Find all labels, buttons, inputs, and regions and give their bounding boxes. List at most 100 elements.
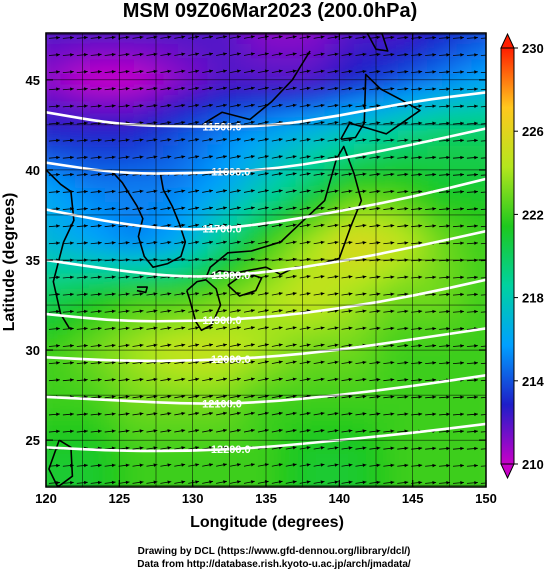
height-contour-label: 11800.0	[211, 270, 250, 282]
wind-arrow	[62, 35, 74, 40]
heatmap-cell	[222, 375, 238, 391]
heatmap-cell	[310, 375, 326, 391]
wind-arrow	[425, 121, 437, 126]
wind-arrow	[229, 309, 241, 313]
wind-arrow	[383, 412, 395, 416]
heatmap-cell	[310, 216, 326, 232]
heatmap-cell	[46, 447, 47, 463]
heatmap-cell	[134, 360, 150, 376]
heatmap-cell	[412, 202, 428, 218]
heatmap-cell	[369, 491, 384, 506]
heatmap-cell	[134, 144, 150, 160]
heatmap-cell	[295, 159, 311, 175]
heatmap-cell	[427, 404, 443, 420]
wind-arrow	[271, 189, 283, 193]
wind-arrow	[327, 69, 339, 74]
wind-arrow	[216, 360, 228, 364]
heatmap-cell	[339, 58, 355, 74]
wind-arrow	[285, 69, 297, 74]
heatmap-cell	[192, 159, 208, 175]
wind-arrow	[299, 292, 311, 296]
heatmap-cell	[148, 260, 164, 276]
heatmap-cell	[46, 15, 61, 30]
heatmap-cell	[251, 173, 267, 189]
heatmap-cell	[134, 187, 150, 203]
wind-arrow	[327, 292, 339, 296]
heatmap-cell	[46, 317, 47, 333]
wind-arrow	[48, 36, 60, 40]
wind-arrow	[383, 52, 395, 57]
heatmap-cell	[266, 404, 282, 420]
wind-arrow	[229, 86, 241, 91]
heatmap-cell	[427, 15, 442, 30]
heatmap-cell	[119, 159, 135, 175]
wind-arrow	[216, 480, 228, 484]
heatmap-cell	[442, 245, 458, 261]
heatmap-cell	[339, 72, 355, 88]
wind-arrow	[480, 88, 486, 91]
heatmap-cell	[486, 15, 501, 30]
heatmap-cell	[192, 303, 208, 319]
wind-arrow	[188, 35, 200, 39]
wind-arrow	[341, 35, 353, 39]
heatmap-cell	[222, 274, 238, 290]
wind-arrow	[229, 103, 241, 108]
heatmap-cell	[442, 447, 458, 463]
wind-arrow	[285, 223, 297, 228]
wind-arrow	[118, 241, 130, 245]
wind-arrow	[202, 35, 214, 39]
heatmap-cell	[427, 303, 443, 319]
wind-arrow	[132, 104, 144, 108]
heatmap-cell	[383, 404, 399, 420]
wind-arrow	[160, 86, 172, 91]
heatmap-cell	[75, 130, 91, 146]
wind-arrow	[48, 378, 60, 382]
heatmap-cell	[368, 159, 384, 175]
heatmap-cell	[324, 375, 340, 391]
heatmap-cell	[163, 245, 179, 261]
wind-arrow	[62, 87, 74, 91]
wind-arrow	[383, 275, 395, 279]
heatmap-cell	[236, 303, 252, 319]
wind-arrow	[202, 240, 214, 245]
heatmap-cell	[207, 303, 223, 319]
x-axis-label: Longitude (degrees)	[190, 514, 344, 531]
heatmap-cell	[486, 174, 501, 189]
wind-arrow	[62, 70, 74, 74]
heatmap-cell	[427, 346, 443, 362]
heatmap-cell	[251, 360, 267, 376]
heatmap-cell	[280, 245, 296, 261]
heatmap-cell	[222, 33, 238, 45]
wind-arrow	[229, 172, 241, 176]
heatmap-cell	[442, 216, 458, 232]
wind-arrow	[229, 428, 241, 433]
wind-arrow	[202, 86, 214, 91]
wind-arrow	[355, 275, 367, 279]
heatmap-cell	[251, 202, 267, 218]
heatmap-cell	[280, 58, 296, 74]
wind-arrow	[285, 446, 297, 450]
wind-arrow	[299, 189, 311, 193]
wind-arrow	[327, 326, 339, 330]
heatmap-cell	[368, 461, 384, 477]
heatmap-cell	[163, 87, 179, 103]
heatmap-cell	[251, 159, 267, 175]
wind-arrow	[216, 343, 228, 347]
wind-arrow	[327, 240, 339, 245]
heatmap-cell	[46, 274, 47, 290]
wind-arrow	[439, 53, 451, 57]
wind-arrow	[160, 412, 172, 416]
heatmap-cell	[324, 87, 340, 103]
heatmap-cell	[236, 216, 252, 232]
wind-arrow	[452, 207, 464, 211]
wind-arrow	[313, 172, 325, 176]
wind-arrow	[452, 36, 464, 40]
wind-arrow	[90, 224, 102, 228]
heatmap-cell	[295, 332, 311, 348]
heatmap-cell	[236, 245, 252, 261]
wind-arrow	[383, 35, 395, 40]
wind-arrow	[90, 35, 102, 40]
heatmap-cell	[295, 245, 311, 261]
wind-arrow	[397, 343, 409, 348]
heatmap-cell	[383, 346, 399, 362]
